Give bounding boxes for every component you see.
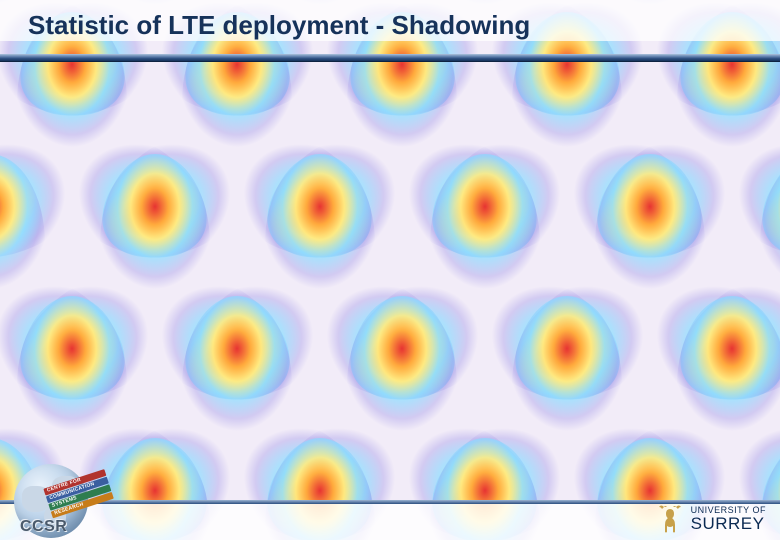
- title-rule: [0, 54, 780, 62]
- stag-icon: [657, 504, 683, 534]
- slide: Statistic of LTE deployment - Shadowing …: [0, 0, 780, 540]
- antenna-pattern-bg: [0, 0, 780, 540]
- ccsr-label: CCSR: [20, 518, 67, 536]
- surrey-name: SURREY: [691, 515, 766, 532]
- slide-title: Statistic of LTE deployment - Shadowing: [28, 10, 780, 41]
- ccsr-logo: CENTRE FORCOMMUNICATIONSYSTEMSRESEARCH C…: [14, 480, 112, 538]
- surrey-text: UNIVERSITY OF SURREY: [691, 506, 766, 532]
- surrey-logo: UNIVERSITY OF SURREY: [657, 502, 766, 536]
- title-bar: Statistic of LTE deployment - Shadowing: [0, 0, 780, 41]
